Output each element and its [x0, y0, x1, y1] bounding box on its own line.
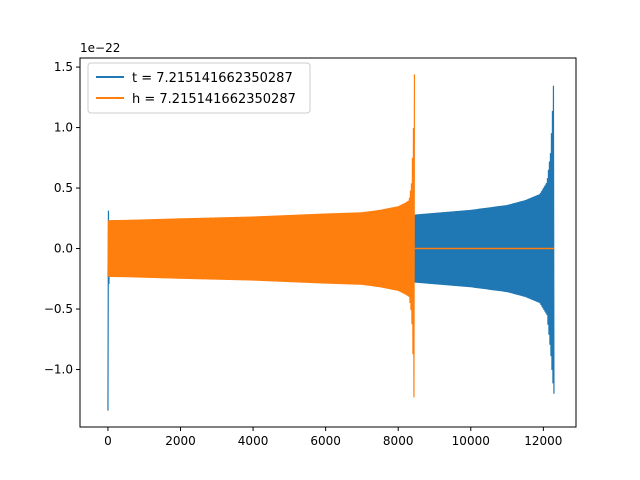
y-tick-label: 0.0	[54, 242, 73, 256]
y-tick-label: 1.5	[54, 60, 73, 74]
y-tick-label: 0.5	[54, 181, 73, 195]
x-tick-label: 0	[104, 434, 112, 448]
series-line-1	[107, 74, 416, 398]
x-axis: 0 2000 4000 6000 8000 10000 12000	[104, 427, 562, 448]
y-offset-label: 1e−22	[80, 41, 120, 55]
x-tick-label: 12000	[524, 434, 562, 448]
y-axis: −1.0 −0.5 0.0 0.5 1.0 1.5	[44, 60, 80, 377]
y-tick-label: 1.0	[54, 121, 73, 135]
legend-box	[87, 62, 311, 114]
x-tick-label: 10000	[452, 434, 490, 448]
y-tick-label: −0.5	[44, 302, 73, 316]
x-tick-label: 8000	[383, 434, 414, 448]
x-tick-label: 2000	[165, 434, 196, 448]
legend-label-1: h = 7.215141662350287	[132, 92, 296, 107]
x-tick-label: 6000	[310, 434, 341, 448]
y-tick-label: −1.0	[44, 363, 73, 377]
legend-label-0: t = 7.215141662350287	[132, 71, 293, 86]
legend: t = 7.215141662350287 h = 7.2151416623502…	[87, 62, 311, 114]
x-tick-label: 4000	[238, 434, 269, 448]
axes-frame	[79, 57, 577, 428]
plot-area	[107, 74, 555, 411]
